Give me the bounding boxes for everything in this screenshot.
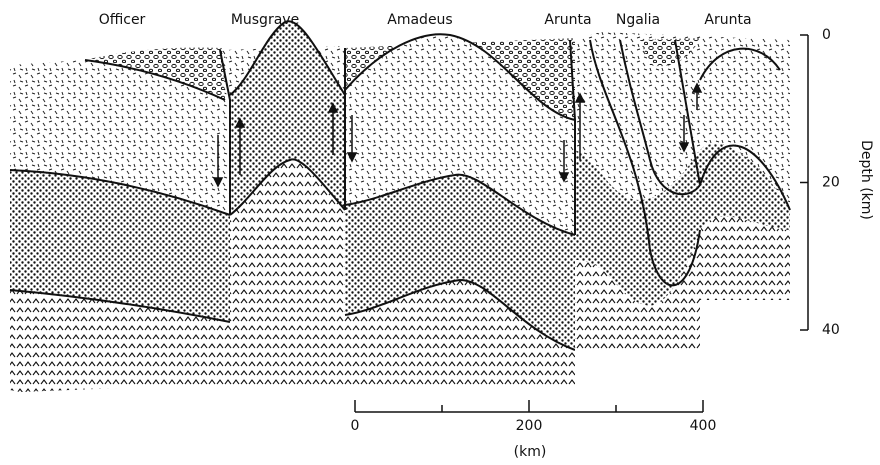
- region-label: Arunta: [544, 12, 591, 28]
- scale-tick-label: 400: [690, 418, 717, 434]
- region-labels: Officer Musgrave Amadeus Arunta Ngalia Arunta: [99, 12, 752, 28]
- depth-tick-label: 40: [822, 322, 840, 338]
- region-label: Ngalia: [616, 12, 660, 28]
- depth-axis: Depth (km) 0 20 40: [800, 27, 874, 338]
- region-label: Arunta: [704, 12, 751, 28]
- scale-tick-label: 0: [351, 418, 360, 434]
- depth-tick-label: 20: [822, 175, 840, 191]
- region-label: Amadeus: [387, 12, 452, 28]
- region-label: Musgrave: [231, 12, 299, 28]
- geology: [9, 20, 791, 392]
- region-label: Officer: [99, 12, 146, 28]
- scale-tick-label: 200: [516, 418, 543, 434]
- depth-tick-label: 0: [822, 27, 831, 43]
- scale-bar: (km) 0 200 400: [351, 400, 717, 460]
- scale-bar-label: (km): [514, 444, 547, 460]
- depth-axis-label: Depth (km): [858, 140, 874, 220]
